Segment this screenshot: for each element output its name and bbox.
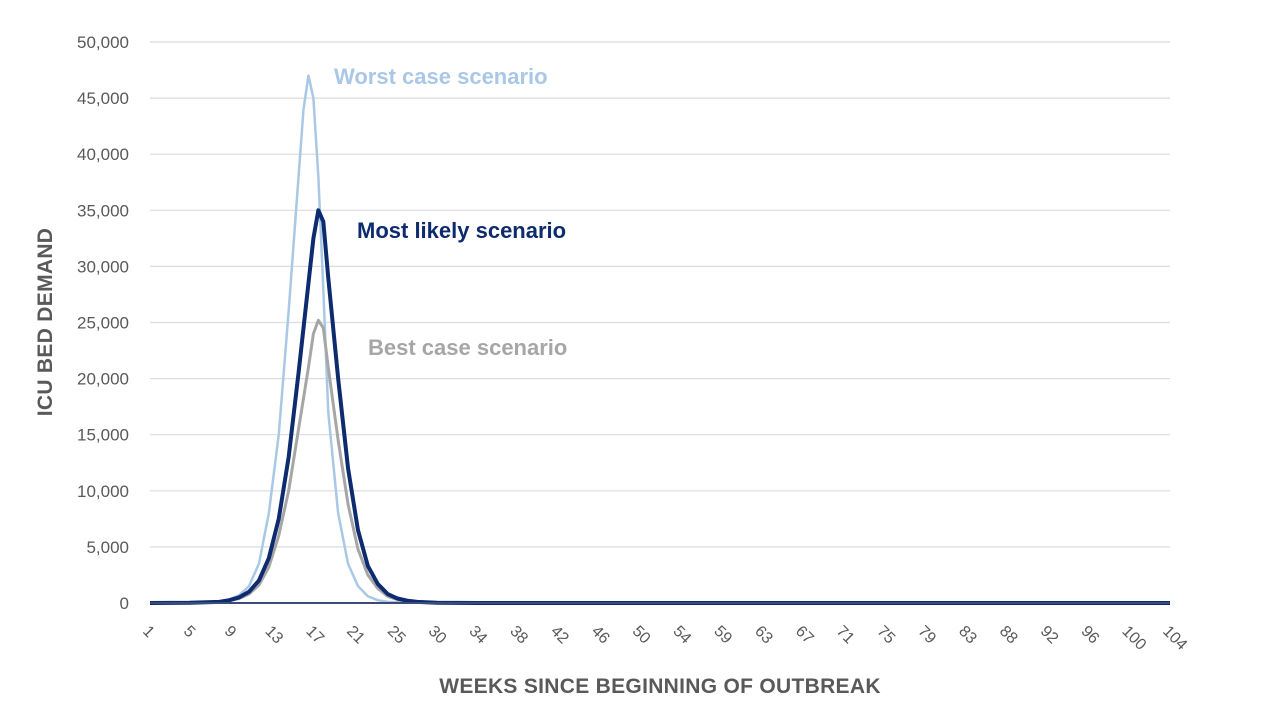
series-line-best-case — [149, 318, 1170, 605]
x-axis-tick-labels: 1 5 9 13 17 21 25 30 34 38 42 46 50 54 59 63 67 71 75 79 83 8… — [139, 623, 1190, 654]
x-tick-label: 25 — [384, 623, 409, 648]
x-tick-label: 21 — [343, 623, 368, 648]
y-tick-label: 40,000 — [77, 145, 129, 164]
y-tick-label: 25,000 — [77, 314, 129, 333]
x-tick-label: 92 — [1037, 623, 1062, 648]
x-tick-label: 46 — [588, 623, 613, 648]
y-tick-label: 5,000 — [86, 538, 129, 557]
x-tick-label: 88 — [996, 623, 1021, 648]
x-tick-label: 104 — [1159, 623, 1190, 654]
x-tick-label: 50 — [629, 623, 654, 648]
x-tick-label: 75 — [874, 623, 899, 648]
x-tick-label: 5 — [180, 623, 198, 641]
series-labels: Worst case scenario Most likely scenario B… — [334, 64, 567, 360]
x-tick-label: 67 — [792, 623, 817, 648]
x-tick-label: 59 — [710, 623, 735, 648]
y-tick-label: 45,000 — [77, 89, 129, 108]
y-tick-label: 30,000 — [77, 257, 129, 276]
x-tick-label: 9 — [221, 623, 239, 641]
x-tick-label: 1 — [139, 623, 157, 641]
y-tick-label: 20,000 — [77, 370, 129, 389]
y-tick-label: 50,000 — [77, 33, 129, 52]
y-tick-label: 15,000 — [77, 426, 129, 445]
series-line-most-likely — [149, 208, 1170, 605]
x-tick-label: 63 — [751, 623, 776, 648]
series-label-best-case: Best case scenario — [368, 335, 567, 360]
x-tick-label: 100 — [1118, 623, 1149, 654]
series-label-most-likely: Most likely scenario — [357, 218, 566, 243]
x-tick-label: 13 — [262, 623, 287, 648]
x-tick-label: 34 — [466, 623, 491, 648]
x-tick-label: 96 — [1078, 623, 1103, 648]
y-tick-label: 35,000 — [77, 201, 129, 220]
x-tick-label: 79 — [914, 623, 939, 648]
x-axis-title: WEEKS SINCE BEGINNING OF OUTBREAK — [439, 675, 881, 698]
series-label-worst-case: Worst case scenario — [334, 64, 548, 89]
x-tick-label: 17 — [302, 623, 327, 648]
x-tick-label: 71 — [833, 623, 858, 648]
y-axis-title: ICU BED DEMAND — [34, 228, 57, 417]
y-tick-label: 10,000 — [77, 482, 129, 501]
series-lines — [149, 74, 1170, 605]
x-tick-label: 38 — [506, 623, 531, 648]
x-tick-label: 30 — [425, 623, 450, 648]
x-tick-label: 42 — [547, 623, 572, 648]
y-tick-label: 0 — [120, 594, 129, 613]
x-tick-label: 54 — [670, 623, 695, 648]
x-tick-label: 83 — [955, 623, 980, 648]
y-axis-tick-labels: 0 5,000 10,000 15,000 20,000 25,000 30,000 35,0… — [77, 33, 129, 613]
